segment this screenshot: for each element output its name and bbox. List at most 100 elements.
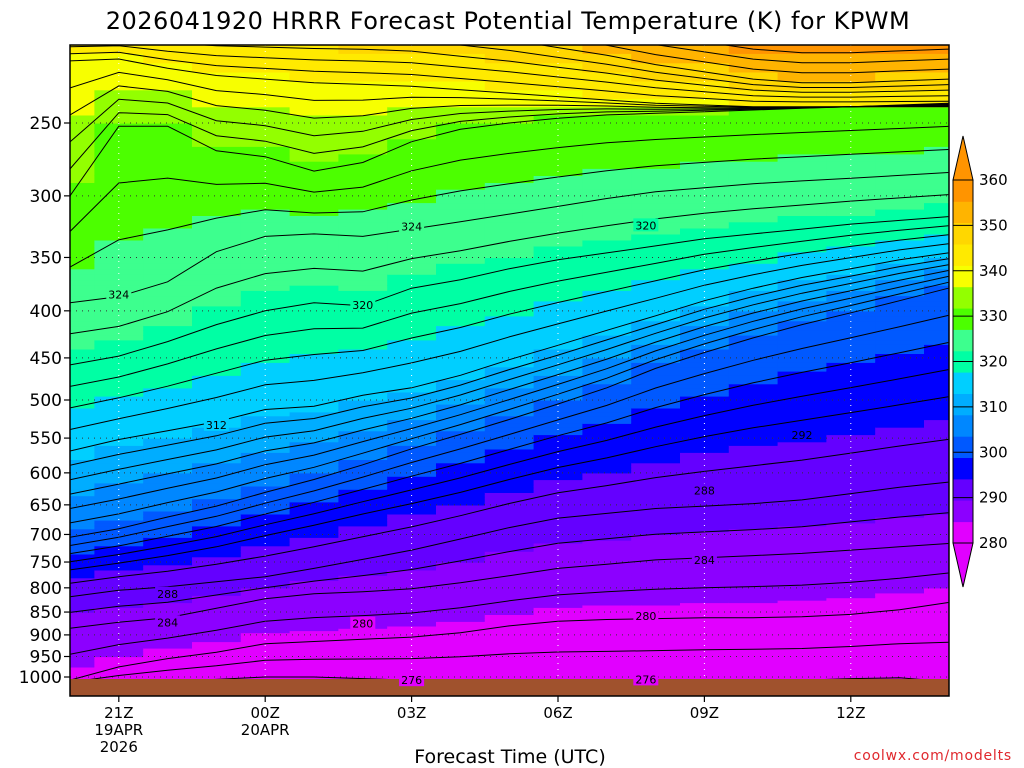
fill-cell bbox=[631, 637, 681, 640]
fill-cell bbox=[484, 339, 535, 345]
fill-cell bbox=[192, 582, 242, 586]
fill-cell bbox=[631, 602, 681, 606]
fill-cell bbox=[777, 251, 827, 259]
fill-cell bbox=[436, 305, 486, 312]
fill-cell bbox=[533, 517, 583, 521]
fill-cell bbox=[875, 89, 925, 99]
colorbar-label: 290 bbox=[979, 489, 1008, 507]
fill-cell bbox=[338, 654, 388, 658]
fill-cell bbox=[484, 371, 535, 376]
fill-cell bbox=[533, 195, 583, 204]
fill-cell bbox=[680, 71, 730, 82]
fill-cell bbox=[826, 616, 876, 620]
fill-cell bbox=[777, 466, 827, 471]
fill-cell bbox=[924, 630, 949, 634]
fill-cell bbox=[70, 540, 95, 544]
y-tick-label: 800 bbox=[30, 579, 62, 599]
fill-cell bbox=[582, 445, 632, 450]
fill-cell bbox=[192, 153, 242, 162]
fill-cell bbox=[70, 656, 95, 660]
contour-label-bg bbox=[789, 428, 815, 442]
fill-cell bbox=[484, 619, 535, 622]
fill-cell bbox=[582, 630, 632, 634]
fill-cell bbox=[338, 279, 388, 286]
fill-cell bbox=[192, 666, 242, 670]
fill-cell bbox=[70, 673, 95, 676]
contour-label-bg bbox=[633, 672, 659, 686]
contour-line-302 bbox=[70, 281, 949, 524]
fill-cell bbox=[338, 564, 388, 568]
fill-cell bbox=[192, 53, 242, 64]
fill-cell bbox=[777, 476, 827, 481]
fill-cell bbox=[240, 595, 291, 599]
fill-cell bbox=[484, 300, 535, 307]
fill-cell bbox=[484, 498, 535, 503]
fill-cell bbox=[70, 507, 95, 512]
y-tick-label: 850 bbox=[30, 603, 62, 623]
fill-cell bbox=[875, 98, 925, 108]
fill-cell bbox=[484, 639, 535, 643]
fill-cell bbox=[826, 45, 876, 54]
fill-cell bbox=[582, 597, 632, 601]
fill-cell bbox=[484, 245, 535, 253]
fill-cell bbox=[436, 53, 486, 64]
fill-cell bbox=[94, 537, 144, 541]
fill-cell bbox=[289, 630, 339, 634]
fill-cell bbox=[777, 600, 827, 604]
fill-cell bbox=[436, 455, 486, 460]
fill-cell bbox=[826, 634, 876, 638]
fill-cell bbox=[94, 542, 144, 547]
fill-cell bbox=[484, 630, 535, 634]
credit-text[interactable]: coolwx.com/modelts bbox=[854, 748, 1012, 764]
fill-cell bbox=[582, 195, 632, 204]
fill-cell bbox=[240, 609, 291, 613]
fill-cell bbox=[875, 630, 925, 634]
fill-cell bbox=[582, 482, 632, 487]
fill-cell bbox=[192, 556, 242, 560]
fill-cell bbox=[777, 528, 827, 533]
fill-cell bbox=[94, 482, 144, 487]
fill-cell bbox=[728, 279, 779, 286]
fill-cell bbox=[582, 479, 632, 484]
colorbar-swatch bbox=[953, 521, 973, 544]
fill-cell bbox=[484, 263, 535, 270]
fill-cell bbox=[777, 202, 827, 210]
fill-cell bbox=[436, 668, 486, 672]
fill-cell bbox=[143, 182, 193, 190]
fill-cell bbox=[631, 514, 681, 518]
fill-cell bbox=[338, 469, 388, 474]
fill-cell bbox=[289, 498, 339, 503]
fill-cell bbox=[680, 600, 730, 604]
fill-cell bbox=[582, 652, 632, 655]
fill-cell bbox=[533, 209, 583, 216]
fill-cell bbox=[582, 161, 632, 169]
fill-cell bbox=[94, 662, 144, 666]
fill-cell bbox=[436, 423, 486, 428]
fill-cell bbox=[436, 677, 486, 680]
fill-cell bbox=[875, 62, 925, 73]
fill-cell bbox=[240, 562, 291, 566]
fill-cell bbox=[582, 175, 632, 183]
contour-line-314 bbox=[70, 243, 949, 430]
fill-cell bbox=[728, 182, 779, 190]
fill-cell bbox=[631, 285, 681, 291]
fill-cell bbox=[826, 400, 876, 405]
fill-cell bbox=[192, 310, 242, 317]
fill-cell bbox=[289, 556, 339, 560]
fill-cell bbox=[875, 517, 925, 521]
fill-cell bbox=[533, 609, 583, 613]
fill-cell bbox=[924, 545, 949, 550]
fill-cell bbox=[338, 411, 388, 417]
fill-cell bbox=[289, 486, 339, 490]
fill-cell bbox=[70, 548, 95, 552]
fill-cell bbox=[777, 522, 827, 527]
fill-cell bbox=[436, 290, 486, 297]
fill-cell bbox=[875, 592, 925, 596]
fill-cell bbox=[582, 634, 632, 638]
fill-cell bbox=[533, 438, 583, 443]
fill-cell bbox=[680, 459, 730, 464]
fill-cell bbox=[777, 263, 827, 270]
fill-cell bbox=[631, 652, 681, 655]
fill-cell bbox=[192, 495, 242, 500]
fill-cell bbox=[728, 330, 779, 336]
